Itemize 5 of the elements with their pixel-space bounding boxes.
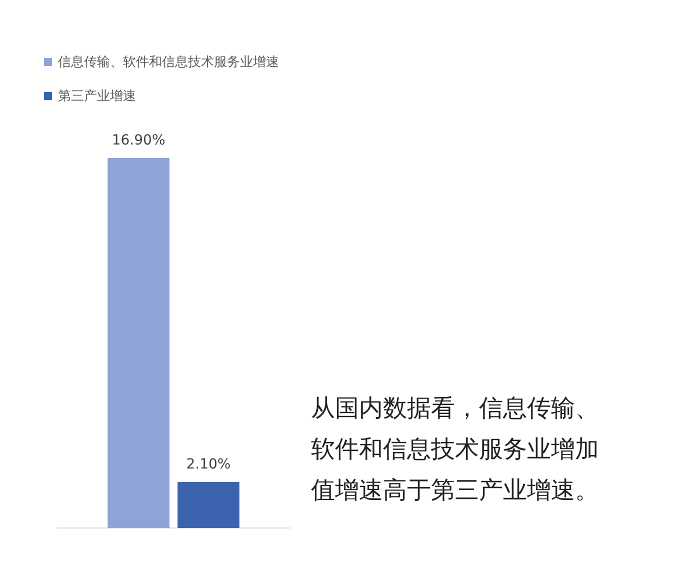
legend-label: 第三产业增速 <box>58 88 136 105</box>
data-label: 16.90% <box>112 132 166 149</box>
legend-label: 信息传输、软件和信息技术服务业增速 <box>58 54 279 71</box>
text: 从国内数据看，信息传输、软件和信息技术服务业增加值增速高于第三产业增速。 <box>311 393 600 506</box>
data-label: 2.10% <box>186 456 231 473</box>
